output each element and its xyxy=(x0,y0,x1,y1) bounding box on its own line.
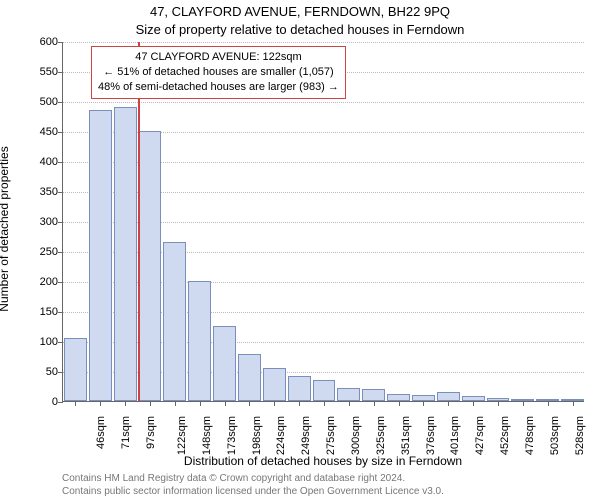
y-tick-label: 250 xyxy=(8,246,58,258)
plot-area: 47 CLAYFORD AVENUE: 122sqm ← 51% of deta… xyxy=(62,42,584,402)
y-tick xyxy=(58,222,63,223)
annotation-line-1: 47 CLAYFORD AVENUE: 122sqm xyxy=(98,50,339,65)
histogram-bar xyxy=(288,376,311,401)
x-tick xyxy=(349,401,350,406)
x-tick-label: 249sqm xyxy=(300,416,312,455)
y-tick xyxy=(58,282,63,283)
x-tick xyxy=(423,401,424,406)
histogram-bar xyxy=(238,354,261,401)
gridline xyxy=(63,42,584,43)
x-tick xyxy=(374,401,375,406)
histogram-bar xyxy=(213,326,236,401)
annotation-line-2: ← 51% of detached houses are smaller (1,… xyxy=(98,65,339,80)
gridline xyxy=(63,102,584,103)
x-tick-label: 478sqm xyxy=(524,416,536,455)
x-tick xyxy=(274,401,275,406)
histogram-bar xyxy=(139,131,162,401)
annotation-box: 47 CLAYFORD AVENUE: 122sqm ← 51% of deta… xyxy=(91,46,346,99)
x-tick xyxy=(498,401,499,406)
x-tick xyxy=(299,401,300,406)
x-tick-label: 122sqm xyxy=(176,416,188,455)
histogram-bar xyxy=(188,281,211,401)
annotation-line-3: 48% of semi-detached houses are larger (… xyxy=(98,80,339,95)
y-tick-label: 350 xyxy=(8,186,58,198)
histogram-bar xyxy=(362,389,385,401)
histogram-bar xyxy=(64,338,87,401)
x-tick xyxy=(399,401,400,406)
x-tick xyxy=(75,401,76,406)
x-tick xyxy=(175,401,176,406)
y-tick xyxy=(58,372,63,373)
x-tick-label: 173sqm xyxy=(226,416,238,455)
x-tick-label: 376sqm xyxy=(425,416,437,455)
x-tick xyxy=(548,401,549,406)
x-tick-label: 401sqm xyxy=(450,416,462,455)
y-tick-label: 0 xyxy=(8,396,58,408)
y-tick-label: 300 xyxy=(8,216,58,228)
subtitle: Size of property relative to detached ho… xyxy=(0,22,600,37)
address-title: 47, CLAYFORD AVENUE, FERNDOWN, BH22 9PQ xyxy=(0,4,600,19)
footer: Contains HM Land Registry data © Crown c… xyxy=(62,472,444,498)
x-tick-label: 275sqm xyxy=(325,416,337,455)
x-axis-label: Distribution of detached houses by size … xyxy=(62,454,584,468)
y-tick-label: 600 xyxy=(8,36,58,48)
y-tick xyxy=(58,102,63,103)
x-tick-label: 528sqm xyxy=(574,416,586,455)
y-tick xyxy=(58,132,63,133)
y-tick xyxy=(58,42,63,43)
y-tick xyxy=(58,192,63,193)
x-tick-label: 71sqm xyxy=(120,416,132,449)
histogram-bar xyxy=(263,368,286,401)
y-tick xyxy=(58,162,63,163)
y-tick-label: 550 xyxy=(8,66,58,78)
histogram-bar xyxy=(337,388,360,401)
x-tick xyxy=(125,401,126,406)
x-tick xyxy=(225,401,226,406)
x-tick-label: 503sqm xyxy=(549,416,561,455)
y-tick-label: 450 xyxy=(8,126,58,138)
histogram-bar xyxy=(163,242,186,401)
histogram-bar xyxy=(437,392,460,401)
x-tick-label: 224sqm xyxy=(276,416,288,455)
y-tick xyxy=(58,312,63,313)
x-tick xyxy=(249,401,250,406)
y-tick-label: 400 xyxy=(8,156,58,168)
y-tick xyxy=(58,342,63,343)
x-tick-label: 325sqm xyxy=(375,416,387,455)
x-tick-label: 300sqm xyxy=(350,416,362,455)
y-tick-label: 100 xyxy=(8,336,58,348)
x-tick-label: 198sqm xyxy=(251,416,263,455)
x-tick xyxy=(573,401,574,406)
x-tick-label: 97sqm xyxy=(145,416,157,449)
histogram-bar xyxy=(387,394,410,401)
y-tick-label: 50 xyxy=(8,366,58,378)
y-tick-label: 500 xyxy=(8,96,58,108)
y-tick-label: 200 xyxy=(8,276,58,288)
x-tick xyxy=(324,401,325,406)
footer-line-2: Contains public sector information licen… xyxy=(62,485,444,498)
y-tick xyxy=(58,402,63,403)
x-tick xyxy=(448,401,449,406)
x-tick-label: 148sqm xyxy=(201,416,213,455)
x-tick-label: 46sqm xyxy=(95,416,107,449)
footer-line-1: Contains HM Land Registry data © Crown c… xyxy=(62,472,444,485)
x-tick xyxy=(200,401,201,406)
histogram-bar xyxy=(89,110,112,401)
y-tick-label: 150 xyxy=(8,306,58,318)
histogram-bar xyxy=(114,107,137,401)
x-tick-label: 427sqm xyxy=(474,416,486,455)
x-tick xyxy=(523,401,524,406)
histogram-bar xyxy=(313,380,336,401)
y-tick xyxy=(58,72,63,73)
x-tick xyxy=(473,401,474,406)
x-tick-label: 452sqm xyxy=(499,416,511,455)
x-tick-label: 351sqm xyxy=(400,416,412,455)
x-tick xyxy=(150,401,151,406)
x-tick xyxy=(100,401,101,406)
y-tick xyxy=(58,252,63,253)
